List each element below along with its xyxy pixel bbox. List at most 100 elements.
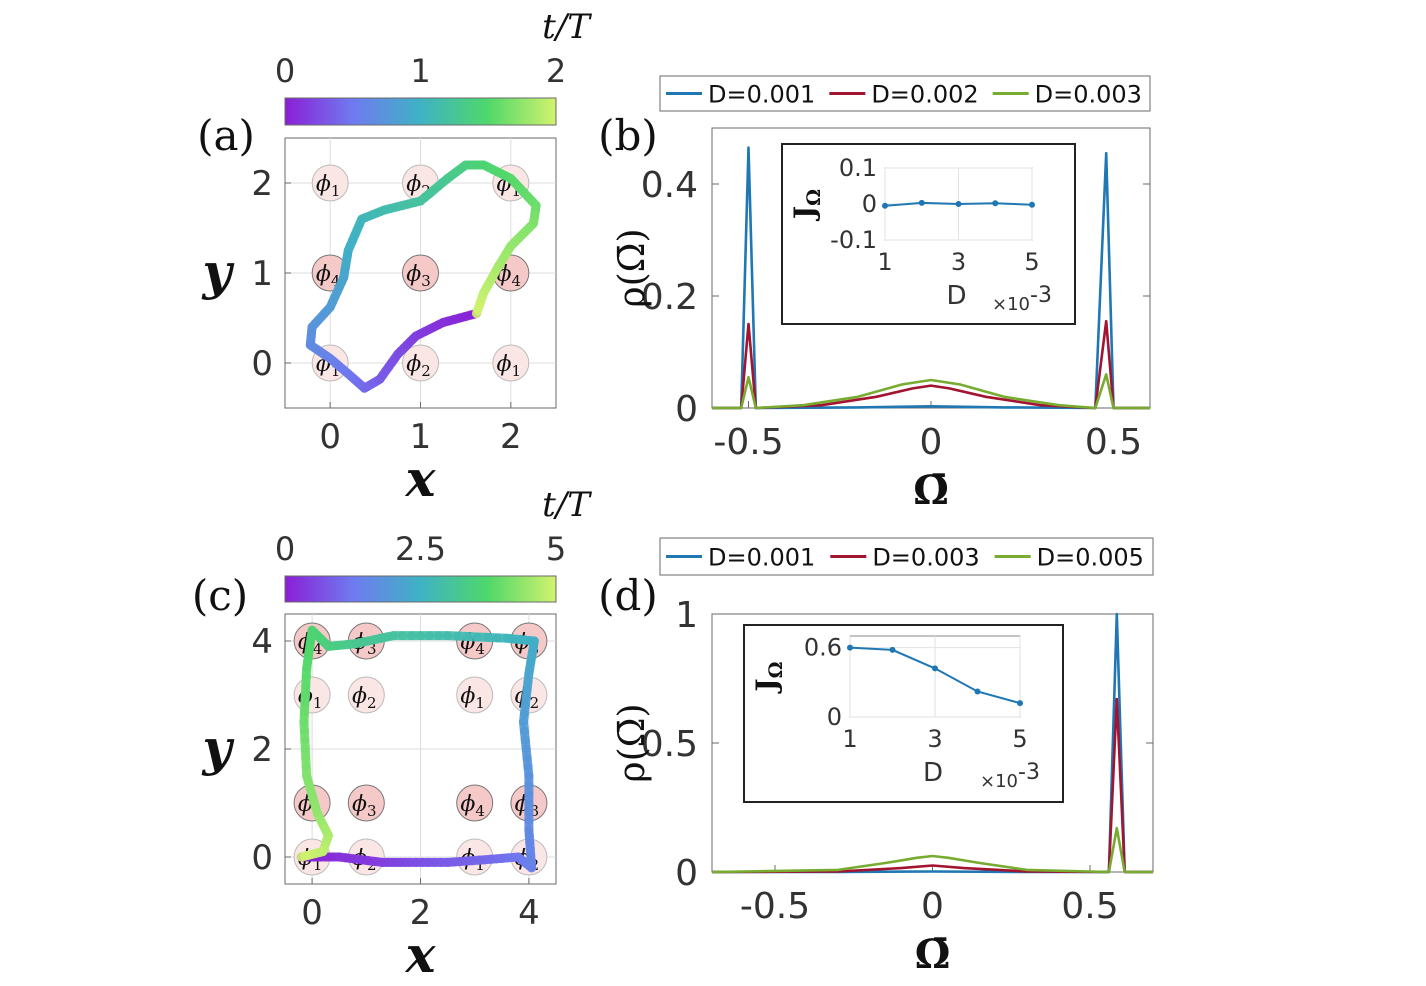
- inset-point: [882, 202, 888, 209]
- site-label: ϕ1: [316, 172, 341, 200]
- y-tick-label: 0.4: [641, 165, 698, 206]
- colorbar-tick-label: 5: [546, 530, 566, 568]
- series-line: [712, 146, 1150, 410]
- inset-point: [974, 688, 981, 695]
- x-tick-label: -0.5: [740, 886, 810, 927]
- colorbar-tick-label: 2.5: [395, 530, 446, 568]
- site-marker: [402, 254, 439, 292]
- site-marker: [456, 676, 494, 714]
- panel-c: 024024ϕ1ϕ2ϕ1ϕ2ϕ4ϕ3ϕ4ϕ3ϕ1ϕ2ϕ1ϕ2ϕ4ϕ3ϕ4ϕ302…: [192, 485, 592, 984]
- inset-point: [932, 665, 938, 672]
- series-line: [712, 319, 1150, 410]
- x-tick-label: 0.5: [1061, 886, 1118, 927]
- series-line: [711, 826, 1153, 874]
- colorbar-label: t/T: [542, 485, 592, 525]
- inset-point: [918, 199, 925, 206]
- site-marker: [311, 164, 349, 202]
- inset-x-tick-label: 3: [927, 725, 942, 753]
- inset-point: [1029, 201, 1035, 208]
- legend-label: D=0.003: [872, 544, 979, 572]
- inset-y-axis-label: JΩ: [788, 189, 825, 222]
- x-tick-label: 0: [301, 893, 323, 933]
- panel-d: -0.5 0 0.5 0 0.5 1 Ω̄ ρ(Ω̄) (d) D=0.001 D=0.003 D=0…: [598, 537, 1154, 978]
- site-label: ϕ3: [352, 792, 377, 820]
- x-tick-label: 0: [921, 886, 944, 927]
- colorbar-tick-label: 2: [546, 52, 566, 90]
- inset-y-tick-label: -0.1: [830, 226, 877, 254]
- legend-label: D=0.003: [1035, 81, 1142, 109]
- site-label: ϕ2: [406, 352, 431, 380]
- x-axis-label: x: [405, 449, 437, 508]
- x-tick-label: 4: [518, 893, 540, 933]
- x-tick-label: 0: [920, 422, 943, 463]
- colorbar-tick-label: 0: [275, 52, 295, 90]
- site-marker: [347, 676, 385, 714]
- y-tick-label: 0: [251, 838, 273, 878]
- panel-label: (a): [197, 111, 255, 160]
- site-marker: [402, 344, 439, 382]
- site-label: ϕ4: [316, 262, 341, 290]
- y-axis-label: y: [201, 718, 234, 777]
- x-tick-label: -0.5: [713, 422, 783, 463]
- x-axis-label: Ω̄: [913, 467, 949, 514]
- site-marker: [492, 344, 530, 382]
- inset-x-tick-label: 3: [951, 248, 966, 276]
- panel-label: (d): [598, 571, 658, 620]
- y-tick-label: 0: [675, 853, 698, 894]
- trajectory-segment: [472, 305, 483, 318]
- inset-exponent: ×10-3: [992, 283, 1052, 315]
- y-tick-label: 1: [675, 595, 698, 636]
- legend-box: [659, 537, 1154, 576]
- inset-x-axis-label: D: [946, 281, 966, 311]
- colorbar-tick-label: 1: [410, 52, 430, 90]
- site-label: ϕ4: [460, 792, 485, 820]
- inset-y-axis-label: JΩ: [750, 661, 787, 694]
- inset-x-tick-label: 1: [877, 248, 892, 276]
- legend-box: [659, 75, 1151, 112]
- colorbar: [284, 575, 557, 603]
- panel-label: (b): [598, 111, 658, 160]
- x-tick-label: 2: [410, 893, 432, 933]
- colorbar-tick-label: 0: [275, 530, 295, 568]
- inset-point: [992, 200, 999, 207]
- inset-x-axis-label: D: [923, 758, 943, 788]
- site-label: ϕ1: [497, 352, 522, 380]
- inset-point: [889, 646, 896, 653]
- x-tick-label: 0: [319, 417, 341, 457]
- x-tick-label: 1: [410, 417, 432, 457]
- inset-exponent: ×10-3: [980, 760, 1040, 792]
- x-axis-label: Ω̄: [915, 931, 951, 978]
- inset-point: [955, 201, 962, 207]
- y-axis-label: ρ(Ω̄): [612, 228, 653, 307]
- site-label: ϕ2: [352, 684, 377, 712]
- x-axis-label: x: [405, 925, 437, 984]
- inset-y-tick-label: 0.6: [804, 634, 842, 662]
- panel-label: (c): [192, 571, 248, 620]
- inset-y-tick-label: 0: [862, 190, 877, 218]
- y-tick-label: 1: [251, 254, 273, 294]
- inset-x-tick-label: 1: [842, 725, 857, 753]
- site-label: ϕ3: [406, 262, 431, 290]
- y-tick-label: 2: [251, 730, 273, 770]
- panel-b: -0.5 0 0.5 0 0.2 0.4 Ω̄ ρ(Ω̄) (b) D=0.001 D=0.002 D…: [598, 75, 1151, 514]
- y-tick-label: 4: [251, 622, 273, 662]
- colorbar: [284, 97, 557, 126]
- legend-label: D=0.005: [1037, 544, 1144, 572]
- site-label: ϕ1: [460, 684, 485, 712]
- series-line: [711, 697, 1153, 874]
- inset-y-tick-label: 0: [827, 703, 842, 731]
- inset-x-tick-label: 5: [1012, 725, 1027, 753]
- x-tick-label: 2: [500, 417, 522, 457]
- y-tick-label: 2: [251, 164, 273, 204]
- y-tick-label: 0: [675, 389, 698, 430]
- site-marker: [456, 784, 494, 822]
- y-tick-label: 0.5: [641, 724, 698, 765]
- colorbar-label: t/T: [542, 7, 592, 47]
- panel-a: 012012ϕ1ϕ2ϕ1ϕ4ϕ3ϕ4ϕ1ϕ2ϕ1012t/T(a)xy: [197, 7, 592, 508]
- y-tick-label: 0: [251, 344, 273, 384]
- series-line: [712, 373, 1150, 410]
- inset-x-tick-label: 5: [1024, 248, 1039, 276]
- trajectory-segment: [296, 851, 310, 862]
- y-axis-label: y: [201, 242, 234, 301]
